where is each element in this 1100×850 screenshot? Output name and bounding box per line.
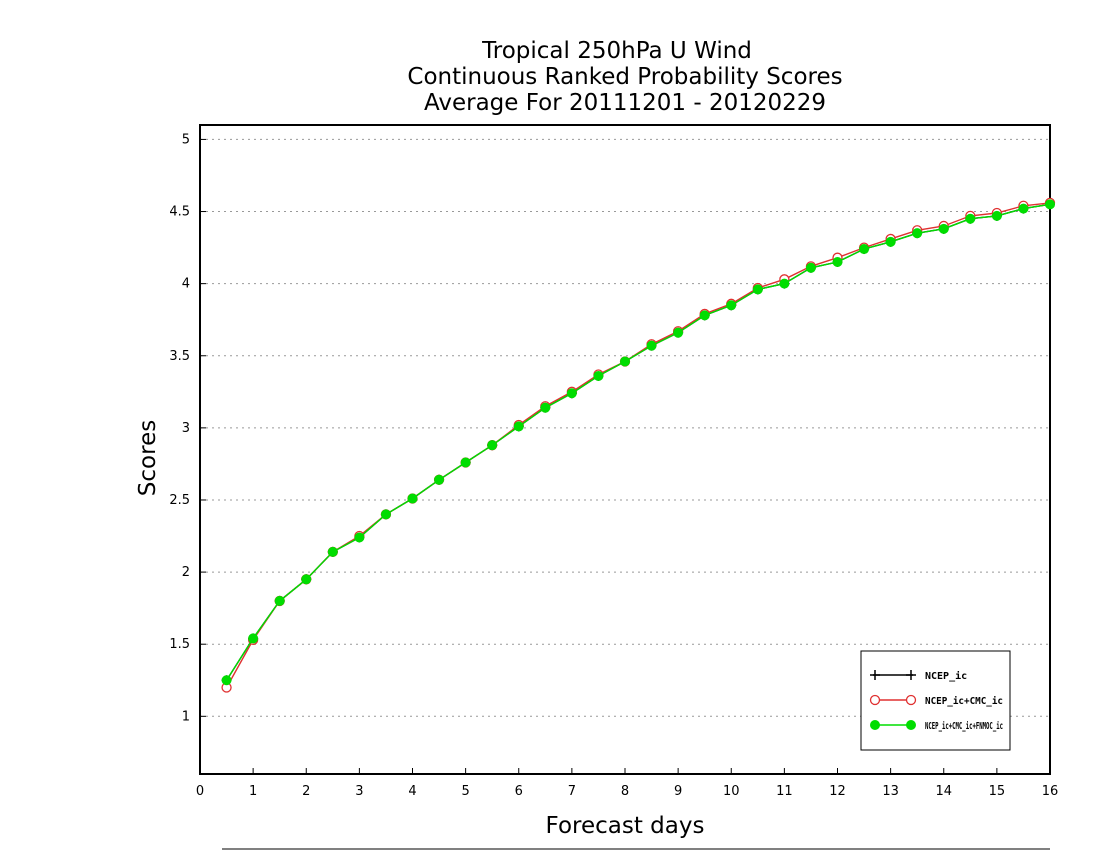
axis-ticks: 11.522.533.544.550 1 2 3 4 5 6 7 8 9 10 11 12 13 14 15 1…: [169, 132, 1058, 799]
series-3-point: [991, 210, 1002, 221]
x-tick-label: 10: [723, 784, 740, 799]
series-3-point: [805, 262, 816, 273]
legend: NCEP_ic NCEP_ic+CMC_ic NCEP_ic+CMC_ic+FNMO…: [860, 650, 1011, 751]
x-tick-label: 13: [882, 784, 899, 799]
series-3-point: [726, 300, 737, 311]
series-3-point: [487, 440, 498, 451]
series-3-point: [407, 493, 418, 504]
series-3-point: [779, 278, 790, 289]
series-3-line: [226, 203, 1051, 681]
series-3-point: [221, 675, 232, 686]
x-tick-label: 12: [829, 784, 846, 799]
x-tick-label: 1: [249, 784, 257, 799]
y-tick-label: 2.5: [169, 493, 190, 508]
x-tick-label: 3: [355, 784, 363, 799]
y-tick-label: 2: [182, 565, 190, 580]
series-3-point: [513, 421, 524, 432]
series-2-line: [225, 202, 1051, 688]
series-3-point: [885, 236, 896, 247]
x-tick-label: 6: [515, 784, 523, 799]
series-3-point: [540, 402, 551, 413]
legend-marker-3: [906, 720, 916, 730]
y-tick-label: 1.5: [169, 637, 190, 652]
series-3-point: [593, 370, 604, 381]
x-tick-label: 11: [776, 784, 793, 799]
y-tick-label: 3.5: [169, 349, 190, 364]
x-tick-label: 2: [302, 784, 310, 799]
chart-title: Tropical 250hPa U Wind Continuous Ranked…: [407, 38, 842, 116]
series-3-point: [1045, 199, 1055, 210]
series-layer: [221, 197, 1056, 693]
series-3-point: [938, 223, 949, 234]
series-3-point: [620, 356, 630, 367]
y-tick-label: 4: [182, 277, 190, 292]
series-3-point: [752, 284, 763, 295]
series-3-point: [354, 532, 365, 543]
series-3: [221, 199, 1055, 686]
gridlines: [200, 138, 1050, 717]
series-3-point: [646, 340, 657, 351]
x-tick-label: 8: [621, 784, 629, 799]
series-2: [221, 197, 1056, 693]
legend-label-1: NCEP_ic: [925, 670, 967, 682]
series-3-point: [248, 633, 259, 644]
series-3-point: [673, 327, 684, 338]
legend-marker-2: [905, 694, 917, 706]
x-tick-label: 15: [989, 784, 1006, 799]
y-tick-label: 5: [182, 132, 190, 147]
series-3-point: [859, 244, 870, 255]
series-3-point: [434, 474, 445, 485]
series-3-point: [832, 257, 843, 268]
series-3-point: [1018, 203, 1029, 214]
series-3-point: [380, 509, 391, 520]
series-3-point: [327, 546, 338, 557]
y-tick-label: 1: [182, 709, 190, 724]
series-1: [221, 199, 1055, 686]
series-3-point: [965, 213, 976, 224]
x-tick-label: 14: [935, 784, 952, 799]
x-tick-label: 16: [1042, 784, 1059, 799]
x-tick-label: 4: [408, 784, 416, 799]
chart-title-line-2: Continuous Ranked Probability Scores: [407, 64, 842, 90]
series-3-point: [912, 228, 923, 239]
series-3-point: [460, 457, 471, 468]
legend-label-3: NCEP_ic+CMC_ic+FNMOC_ic: [925, 720, 1003, 732]
series-1-line: [226, 203, 1051, 681]
series-3-point: [699, 310, 710, 321]
series-3-point: [566, 388, 577, 399]
y-tick-label: 3: [182, 421, 190, 436]
legend-marker-3: [870, 720, 880, 730]
series-3-point: [274, 595, 285, 606]
x-tick-label: 9: [674, 784, 682, 799]
chart-title-line-1: Tropical 250hPa U Wind: [481, 38, 752, 64]
chart-title-line-3: Average For 20111201 - 20120229: [424, 90, 826, 116]
x-tick-label: 0: [196, 784, 204, 799]
legend-marker-2: [869, 694, 881, 706]
x-axis-title: Forecast days: [546, 813, 705, 839]
x-tick-label: 5: [461, 784, 469, 799]
y-tick-label: 4.5: [169, 205, 190, 220]
x-tick-label: 7: [568, 784, 576, 799]
y-axis-title: Scores: [135, 420, 161, 496]
series-3-point: [301, 574, 312, 585]
legend-label-2: NCEP_ic+CMC_ic: [925, 695, 1003, 707]
